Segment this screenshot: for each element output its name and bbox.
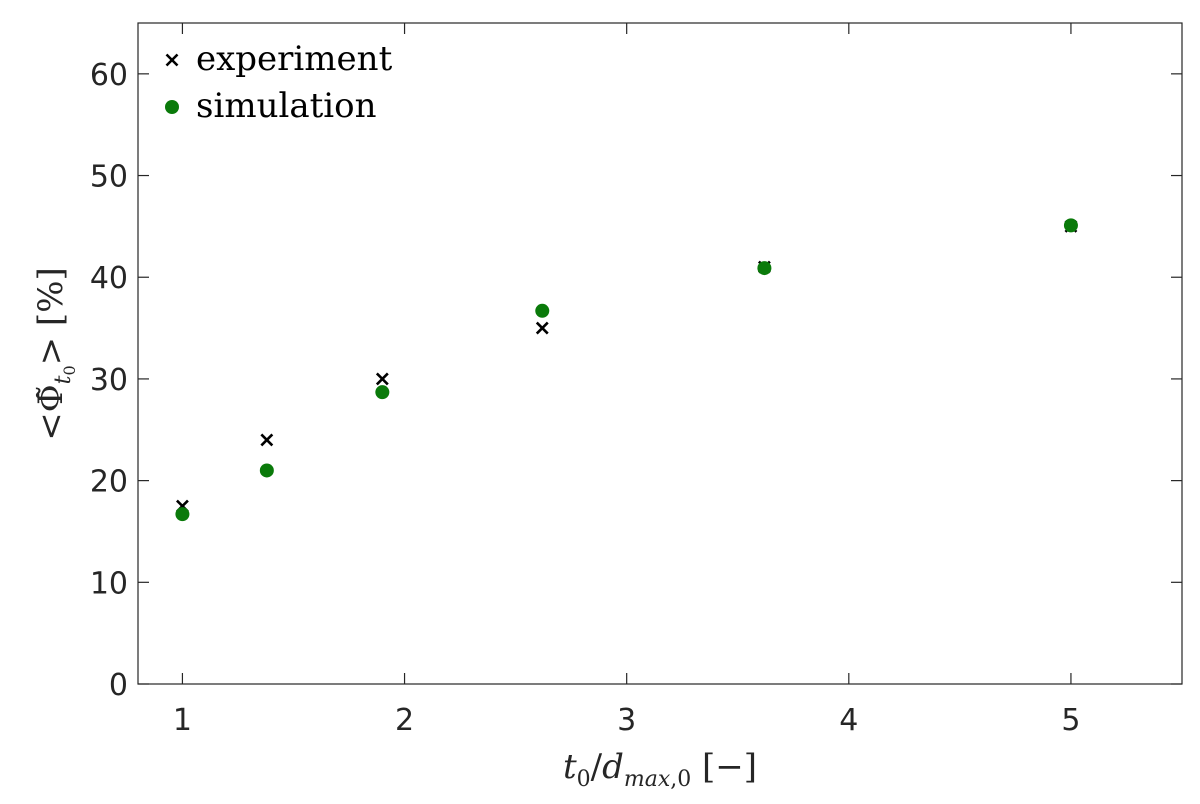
x-tick-label: 5 xyxy=(1061,703,1080,738)
y-tick-label: 30 xyxy=(90,363,128,398)
x-tick-label: 4 xyxy=(839,703,858,738)
simulation-point xyxy=(259,463,274,478)
plot-area xyxy=(137,22,1183,685)
y-tick-label: 60 xyxy=(90,58,128,93)
x-axis-label: t0/dmax,0 [−] xyxy=(563,747,757,792)
y-axis-label: <Φ̃t0> [%] xyxy=(31,267,79,441)
x-tick-label: 1 xyxy=(173,703,192,738)
simulation-point xyxy=(375,385,390,400)
experiment-point xyxy=(260,433,274,447)
simulation-legend-marker xyxy=(165,100,179,114)
y-tick-label: 50 xyxy=(90,160,128,195)
x-tick-label: 3 xyxy=(617,703,636,738)
legend-label: experiment xyxy=(196,39,393,79)
y-tick-label: 40 xyxy=(90,261,128,296)
x-tick-label: 2 xyxy=(395,703,414,738)
y-tick-label: 0 xyxy=(109,668,128,703)
data-points xyxy=(175,218,1078,522)
experiment-point xyxy=(375,372,389,386)
simulation-point xyxy=(535,303,550,318)
legend: experiment simulation xyxy=(165,39,393,126)
y-tick-label: 10 xyxy=(90,566,128,601)
x-axis: 1 2 3 4 5 xyxy=(173,23,1080,738)
y-axis: 0 10 20 30 40 50 60 xyxy=(90,58,1182,703)
y-tick-label: 20 xyxy=(90,465,128,500)
simulation-point xyxy=(757,261,772,276)
legend-label: simulation xyxy=(196,86,377,126)
simulation-point xyxy=(1063,218,1078,233)
simulation-point xyxy=(175,507,190,522)
experiment-point xyxy=(535,321,549,335)
experiment-legend-marker xyxy=(165,53,179,67)
